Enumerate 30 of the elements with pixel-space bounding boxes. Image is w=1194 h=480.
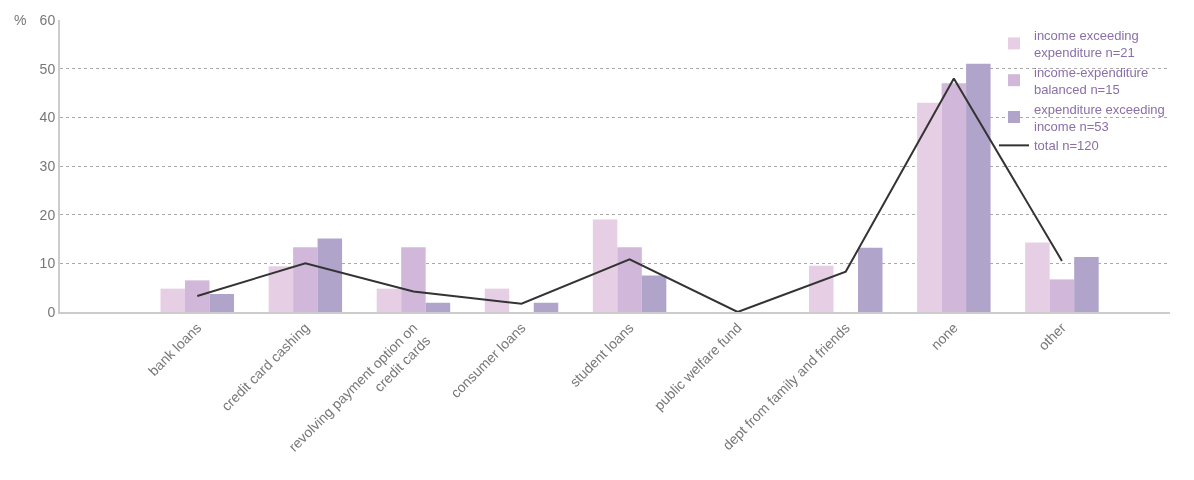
- bar: [533, 302, 559, 312]
- bar: [317, 238, 343, 312]
- bar: [858, 247, 883, 312]
- legend-label: total n=120: [1034, 138, 1099, 154]
- bar: [1049, 279, 1075, 312]
- bar: [617, 247, 642, 312]
- y-axis-title: %: [14, 12, 27, 28]
- bar: [941, 83, 967, 312]
- y-tick-label: 20: [39, 206, 56, 223]
- bar: [185, 280, 210, 312]
- bar: [917, 102, 942, 312]
- y-tick-label: 0: [47, 303, 56, 320]
- bar: [809, 265, 834, 312]
- bar: [293, 247, 318, 312]
- bar: [401, 247, 426, 312]
- bar: [592, 219, 618, 312]
- bar: [966, 63, 991, 312]
- bar: [209, 293, 235, 312]
- bar: [641, 275, 667, 312]
- bar: [268, 266, 294, 312]
- bar: [425, 302, 451, 312]
- y-tick-label: 50: [39, 60, 56, 77]
- bar: [1074, 257, 1099, 312]
- y-tick-label: 10: [39, 255, 56, 272]
- y-tick-label: 40: [39, 109, 56, 126]
- bar: [160, 288, 186, 312]
- bar: [376, 288, 402, 312]
- y-tick-label: 60: [39, 11, 56, 28]
- y-tick-label: 30: [39, 157, 56, 174]
- bar: [1025, 242, 1050, 312]
